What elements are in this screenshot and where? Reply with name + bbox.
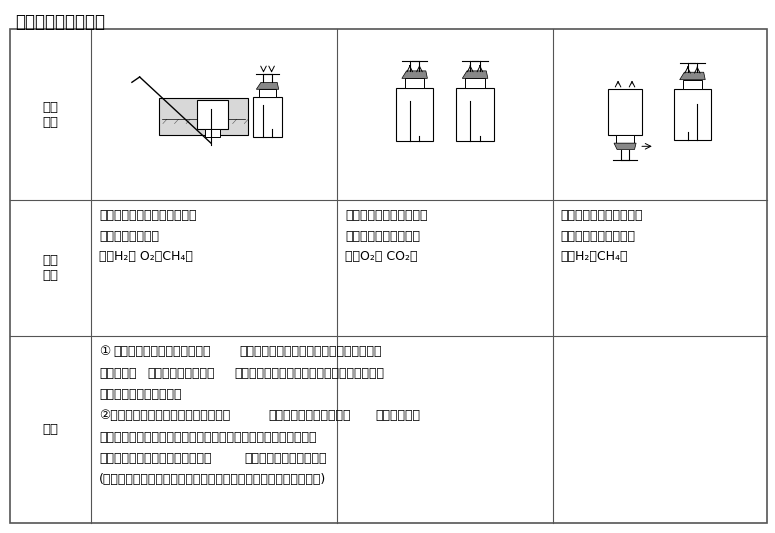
Text: ，但纯度较低，需要验满: ，但纯度较低，需要验满 — [244, 452, 327, 465]
Bar — [683, 80, 702, 90]
Text: 比空气密度小的气体。: 比空气密度小的气体。 — [560, 230, 635, 243]
Polygon shape — [680, 72, 705, 80]
Text: ，同时应在瓶: ，同时应在瓶 — [375, 409, 420, 422]
Polygon shape — [402, 71, 427, 78]
Bar — [396, 88, 433, 141]
Bar — [456, 88, 494, 141]
Bar — [616, 135, 634, 143]
Bar — [608, 90, 642, 135]
Bar — [405, 78, 424, 88]
Bar — [260, 90, 276, 98]
Text: 说明: 说明 — [43, 423, 59, 436]
Bar — [205, 130, 220, 137]
Text: ①: ① — [99, 345, 111, 358]
Bar — [197, 100, 228, 130]
Text: 导管伸到接近集气瓶瓶底: 导管伸到接近集气瓶瓶底 — [269, 409, 351, 422]
Polygon shape — [614, 143, 636, 150]
Text: ②用向上排空气法收集气体，应注意将: ②用向上排空气法收集气体，应注意将 — [99, 409, 230, 422]
Text: 化学反应的气体。: 化学反应的气体。 — [99, 230, 159, 243]
Bar — [253, 98, 282, 138]
Text: 如：H₂、 O₂、CH₄等: 如：H₂、 O₂、CH₄等 — [99, 250, 193, 263]
Text: 口盖上玻璃片，以便尽可能地排尽空气，提高所收集气体的纯度。: 口盖上玻璃片，以便尽可能地排尽空气，提高所收集气体的纯度。 — [99, 431, 317, 443]
Bar — [159, 98, 248, 134]
Text: 当导管口有: 当导管口有 — [99, 367, 136, 379]
Text: 比空气密度大的气体。: 比空气密度大的气体。 — [345, 230, 420, 243]
Text: 使用排空气法收集的气体比较干燥: 使用排空气法收集的气体比较干燥 — [99, 452, 212, 465]
Polygon shape — [463, 71, 487, 78]
Text: 如：H₂、CH₄等: 如：H₂、CH₄等 — [560, 250, 628, 263]
Text: 选择
条件: 选择 条件 — [43, 254, 59, 282]
Text: 难溶或微溶于水，与水不发生: 难溶或微溶于水，与水不发生 — [99, 209, 197, 222]
Text: 时，表明气体已收集满。: 时，表明气体已收集满。 — [99, 388, 181, 401]
Text: 收集
装置: 收集 装置 — [43, 101, 59, 128]
Text: 不与空气发生反应，密度: 不与空气发生反应，密度 — [345, 209, 427, 222]
Text: 二、气体收集装置：: 二、气体收集装置： — [16, 13, 105, 31]
Text: 使用排水法收集的气体较纯净: 使用排水法收集的气体较纯净 — [114, 345, 212, 358]
Text: 不与空气发生反应，密度: 不与空气发生反应，密度 — [560, 209, 642, 222]
Text: 时才开始收集，当有大量气泡从集气瓶口冒出: 时才开始收集，当有大量气泡从集气瓶口冒出 — [235, 367, 384, 379]
Text: 如：O₂、 CO₂等: 如：O₂、 CO₂等 — [345, 250, 418, 263]
Bar — [673, 90, 711, 140]
Bar — [466, 78, 484, 88]
Text: ，但缺点是会使收集的气体中含有水蒸气。: ，但缺点是会使收集的气体中含有水蒸气。 — [239, 345, 382, 358]
Polygon shape — [257, 83, 279, 90]
Text: (可燃性气体则要注意安全，点燃之前一定要验纯，否则有爆炸危险): (可燃性气体则要注意安全，点燃之前一定要验纯，否则有爆炸危险) — [99, 473, 326, 486]
Text: 连续均匀的气泡冒出: 连续均匀的气泡冒出 — [147, 367, 215, 379]
